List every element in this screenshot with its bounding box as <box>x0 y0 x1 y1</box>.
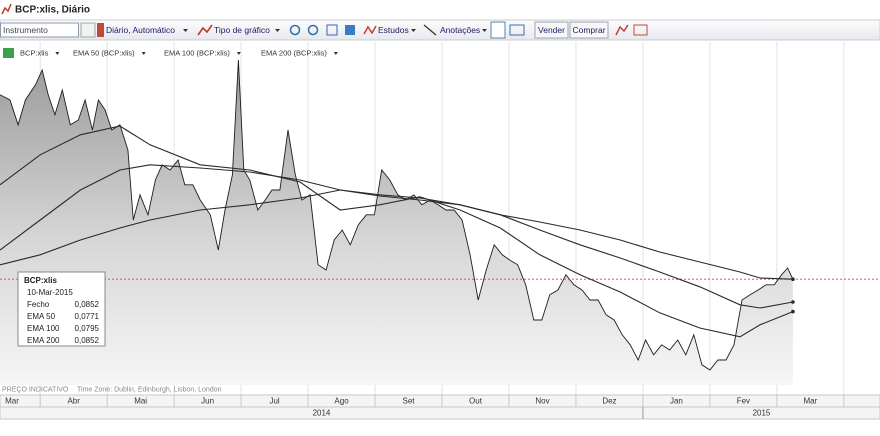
dropdown-arrow <box>183 29 188 32</box>
legend-dropdown <box>333 52 338 55</box>
search-button[interactable] <box>80 22 96 38</box>
compare-icon[interactable] <box>97 23 104 37</box>
legend-entry: EMA 50 (BCP:xlis) <box>73 48 135 57</box>
legend-entry: EMA 200 (BCP:xlis) <box>261 48 327 57</box>
ema-end-dot <box>791 277 795 282</box>
ema-end-dot <box>791 309 795 314</box>
x-tick-label: Fev <box>737 397 750 406</box>
x-axis: Mar Abr Mai Jun Jul Ago Set Out Nov Dez Jan Fev Mar 2… <box>5 395 845 419</box>
buy-label: Comprar <box>572 25 605 35</box>
toolbar <box>0 19 880 41</box>
legend-icon <box>3 48 14 58</box>
tooltip-label: EMA 200 <box>27 336 60 345</box>
print-icon[interactable] <box>633 24 648 36</box>
year-label: 2014 <box>313 409 331 418</box>
legend: BCP:xlis EMA 50 (BCP:xlis) EMA 100 (BCP:xl… <box>3 48 338 58</box>
x-tick-label: Mai <box>134 397 147 406</box>
studies-icon[interactable] <box>363 25 377 35</box>
chart-type-menu[interactable]: Tipo de gráfico <box>214 25 270 35</box>
tooltip-value: 0,0852 <box>75 336 100 345</box>
instrument-placeholder: Instrumento <box>3 25 48 35</box>
ema-line <box>0 164 793 309</box>
source-note: PREÇO INDICATIVO <box>2 386 69 393</box>
x-tick-label: Jan <box>670 397 683 406</box>
x-tick-label: Dez <box>602 397 616 406</box>
dropdown-arrow <box>411 29 416 32</box>
annotations-menu[interactable]: Anotações <box>440 25 480 35</box>
legend-dropdown <box>141 52 146 55</box>
refresh-icon[interactable] <box>326 24 338 36</box>
ema-line <box>0 125 794 338</box>
tooltip-label: EMA 50 <box>27 312 56 321</box>
x-tick-label: Out <box>469 397 483 406</box>
tooltip-value: 0,0852 <box>75 300 100 309</box>
dropdown-arrow <box>482 29 487 32</box>
tooltip-value: 0,0771 <box>75 312 100 321</box>
x-tick-label: Abr <box>67 397 80 406</box>
price-area <box>0 60 793 385</box>
x-tick-label: Set <box>403 397 416 406</box>
x-tick-label: Jun <box>201 397 214 406</box>
zoom-in[interactable] <box>289 24 301 36</box>
period-menu[interactable]: Diário, Automático <box>106 25 175 35</box>
legend-dropdown <box>236 52 241 55</box>
tooltip: BCP:xlis 10-Mar-2015 Fecho 0,0852 EMA 50 0,… <box>17 271 106 347</box>
x-tick-label: Jul <box>269 397 279 406</box>
tooltip-box <box>17 271 106 347</box>
timezone-note: Time Zone: Dublin, Edinburgh, Lisbon, Lo… <box>77 386 222 393</box>
sell-button[interactable] <box>534 21 569 39</box>
tooltip-date: 10-Mar-2015 <box>27 288 73 297</box>
chart-type-icon[interactable] <box>197 24 213 36</box>
plot: PREÇO INDICATIVO Time Zone: Dublin, Edinb… <box>0 42 880 395</box>
instrument-input[interactable] <box>0 22 79 38</box>
studies-menu[interactable]: Estudos <box>378 25 409 35</box>
tooltip-value: 0,0795 <box>75 324 100 333</box>
legend-entry: BCP:xlis <box>20 48 49 57</box>
draw-icon[interactable] <box>345 25 355 35</box>
x-tick-label: Ago <box>334 397 349 406</box>
zoom-out[interactable] <box>307 24 319 36</box>
x-tick-label: Nov <box>535 397 549 406</box>
window-title: BCP:xlis, Diário <box>15 5 90 16</box>
tooltip-title: BCP:xlis <box>24 276 57 285</box>
year-label: 2015 <box>753 409 771 418</box>
ema-line <box>0 189 793 280</box>
export-icon[interactable] <box>615 24 629 36</box>
x-tick-label: Mar <box>803 397 817 406</box>
ema-end-dot <box>791 300 795 304</box>
buy-button[interactable] <box>569 21 609 39</box>
title-bar <box>0 0 880 20</box>
legend-entry: EMA 100 (BCP:xlis) <box>164 48 230 57</box>
dropdown-arrow <box>275 29 280 32</box>
crosshair-icon[interactable] <box>509 24 525 36</box>
app-icon <box>1 3 12 15</box>
pen-button[interactable] <box>490 21 506 39</box>
price-line <box>0 59 794 371</box>
sell-label: Vender <box>538 25 565 35</box>
annotation-icon[interactable] <box>423 24 437 36</box>
tooltip-label: EMA 100 <box>27 324 60 333</box>
legend-dropdown <box>55 52 60 55</box>
x-tick-label: Mar <box>5 397 19 406</box>
tooltip-label: Fecho <box>27 300 50 309</box>
